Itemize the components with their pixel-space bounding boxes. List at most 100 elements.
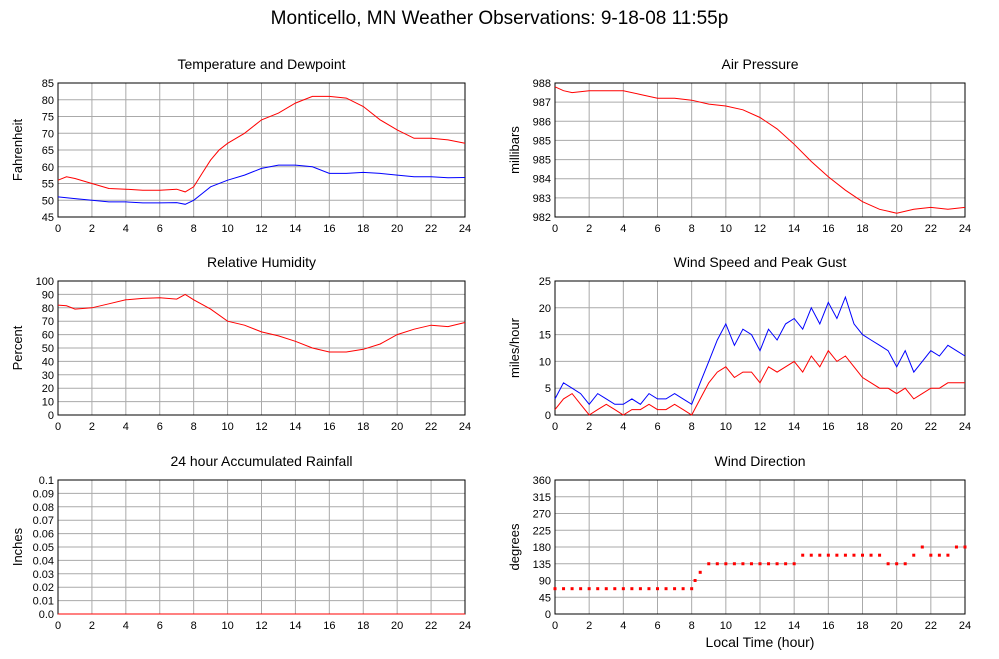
winddir-point <box>852 553 856 557</box>
temp-series-0-line <box>57 95 466 193</box>
winddir-point <box>570 587 574 591</box>
winddir-point <box>579 587 583 591</box>
wind-xtick-label: 20 <box>891 421 903 433</box>
pressure-xtick-label: 6 <box>654 223 660 235</box>
winddir-ytick-label: 45 <box>539 592 551 604</box>
winddir-point <box>929 553 933 557</box>
winddir-point <box>937 553 941 557</box>
temp-xtick-label: 22 <box>425 223 437 235</box>
winddir-point <box>861 553 864 557</box>
temp-xtick-label: 18 <box>357 223 369 235</box>
winddir-xtick-label: 2 <box>586 620 592 632</box>
rain-ytick-label: 0.1 <box>39 475 54 487</box>
humidity-ytick-label: 70 <box>42 316 54 328</box>
wind-xtick-label: 10 <box>720 421 732 433</box>
winddir-xtick-label: 8 <box>689 620 695 632</box>
wind-xtick-label: 8 <box>689 421 695 433</box>
temp-ytick-label: 45 <box>42 212 54 224</box>
winddir-point <box>886 562 890 566</box>
rain-xtick-label: 8 <box>191 620 197 632</box>
humidity-xtick-label: 12 <box>255 421 267 433</box>
pressure-ytick-label: 985 <box>533 155 551 167</box>
pressure-xtick-label: 10 <box>720 223 732 235</box>
rain-ytick-label: 0.08 <box>33 502 54 514</box>
pressure-xtick-label: 2 <box>586 223 592 235</box>
humidity-chart-title: Relative Humidity <box>207 254 316 270</box>
pressure-xtick-label: 18 <box>856 223 868 235</box>
rain-ytick-label: 0.07 <box>33 515 54 527</box>
humidity-ytick-label: 100 <box>36 276 54 288</box>
winddir-point <box>613 587 617 591</box>
humidity-xtick-label: 16 <box>323 421 335 433</box>
humidity-ytick-label: 90 <box>42 289 54 301</box>
winddir-point <box>749 562 753 566</box>
humidity-xtick-label: 10 <box>221 421 233 433</box>
pressure-xtick-label: 22 <box>925 223 937 235</box>
rain-ytick-label: 0.02 <box>33 582 54 594</box>
rain-ytick-label: 0.05 <box>33 542 54 554</box>
rain-ytick-label: 0.0 <box>39 609 54 621</box>
winddir-point <box>690 587 694 591</box>
rain-xtick-label: 16 <box>323 620 335 632</box>
temp-xtick-label: 20 <box>391 223 403 235</box>
winddir-point <box>604 587 608 591</box>
wind-y-axis-label: miles/hour <box>507 317 522 378</box>
humidity-ytick-label: 60 <box>42 330 54 342</box>
humidity-xtick-label: 14 <box>289 421 301 433</box>
winddir-point <box>562 587 566 591</box>
pressure-xtick-label: 0 <box>552 223 558 235</box>
wind-ytick-label: 0 <box>545 410 551 422</box>
winddir-point <box>630 587 634 591</box>
page-title: Monticello, MN Weather Observations: 9-1… <box>270 8 729 29</box>
temp-chart-title: Temperature and Dewpoint <box>177 56 345 72</box>
wind-ytick-label: 20 <box>539 303 551 315</box>
winddir-point <box>826 553 830 557</box>
humidity-frame <box>57 280 466 416</box>
winddir-point <box>954 545 958 549</box>
winddir-point <box>895 562 899 566</box>
humidity-xtick-label: 4 <box>123 421 129 433</box>
winddir-point <box>656 587 659 591</box>
pressure-frame <box>554 82 966 218</box>
humidity-xtick-label: 2 <box>89 421 95 433</box>
rain-xtick-label: 2 <box>89 620 95 632</box>
pressure-xtick-label: 14 <box>788 223 800 235</box>
humidity-xtick-label: 18 <box>357 421 369 433</box>
winddir-xtick-label: 0 <box>552 620 558 632</box>
winddir-point <box>715 562 719 566</box>
winddir-xtick-label: 20 <box>891 620 903 632</box>
winddir-point <box>792 562 796 566</box>
humidity-ytick-label: 20 <box>42 383 54 395</box>
winddir-point <box>553 587 557 591</box>
winddir-ytick-label: 360 <box>533 475 551 487</box>
wind-ytick-label: 5 <box>545 383 551 395</box>
rain-ytick-label: 0.03 <box>33 569 54 581</box>
winddir-y-axis-label: degrees <box>507 523 522 570</box>
winddir-point <box>673 587 677 591</box>
winddir-point <box>818 553 822 557</box>
winddir-xtick-label: 18 <box>856 620 868 632</box>
wind-xtick-label: 14 <box>788 421 800 433</box>
temp-ytick-label: 75 <box>42 112 54 124</box>
temp-xtick-label: 2 <box>89 223 95 235</box>
humidity-xtick-label: 24 <box>459 421 471 433</box>
temp-ytick-label: 65 <box>42 145 54 157</box>
winddir-point <box>621 587 625 591</box>
winddir-ytick-label: 0 <box>545 609 551 621</box>
humidity-xtick-label: 6 <box>157 421 163 433</box>
winddir-point <box>664 587 668 591</box>
winddir-ytick-label: 225 <box>533 525 551 537</box>
rain-ytick-label: 0.01 <box>33 596 54 608</box>
temp-xtick-label: 24 <box>459 223 471 235</box>
pressure-xtick-label: 12 <box>754 223 766 235</box>
pressure-ytick-label: 983 <box>533 193 551 205</box>
rain-xtick-label: 12 <box>255 620 267 632</box>
rain-xtick-label: 18 <box>357 620 369 632</box>
wind-xtick-label: 22 <box>925 421 937 433</box>
wind-ytick-label: 10 <box>539 356 551 368</box>
pressure-ytick-label: 986 <box>533 116 551 128</box>
humidity-ytick-label: 50 <box>42 343 54 355</box>
winddir-point <box>758 562 762 566</box>
pressure-xtick-label: 4 <box>620 223 626 235</box>
temp-ytick-label: 70 <box>42 128 54 140</box>
